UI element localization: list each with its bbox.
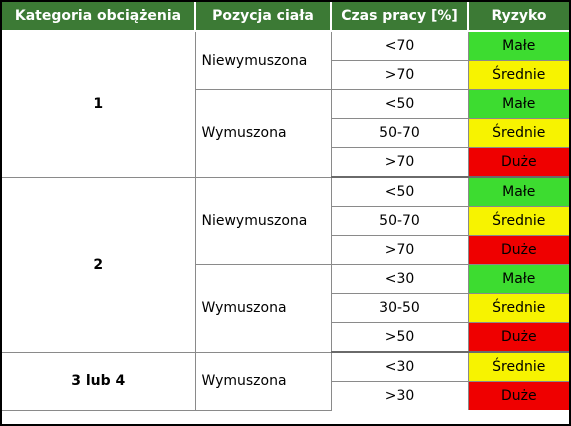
time-cell: 30-50: [330, 293, 469, 323]
risk-badge: Duże: [467, 322, 569, 353]
header-row: Kategoria obciążenia Pozycja ciała Czas …: [2, 2, 569, 32]
risk-badge: Średnie: [467, 351, 569, 382]
time-cell: <30: [330, 264, 469, 294]
position-cell: Wymuszona: [194, 351, 332, 411]
time-cell: >50: [330, 322, 469, 353]
risk-badge: Małe: [467, 264, 569, 294]
risk-badge: Średnie: [467, 293, 569, 323]
risk-badge: Średnie: [467, 60, 569, 90]
time-cell: <50: [330, 89, 469, 119]
table-row: 50-70 Średnie: [2, 118, 569, 148]
category-cell: 2: [2, 176, 196, 353]
table-row: >70 Duże: [2, 147, 569, 178]
time-cell: 50-70: [330, 118, 469, 148]
time-cell: <50: [330, 176, 469, 207]
risk-badge: Duże: [467, 381, 569, 410]
category-cell: 1: [2, 30, 196, 178]
time-cell: >70: [330, 60, 469, 90]
table-row: 30-50 Średnie: [2, 293, 569, 323]
risk-badge: Duże: [467, 147, 569, 178]
header-risk: Ryzyko: [468, 2, 569, 32]
position-cell: Wymuszona: [194, 89, 332, 178]
time-cell: >30: [330, 381, 469, 410]
position-cell: Wymuszona: [194, 264, 332, 353]
category-cell: 3 lub 4: [2, 351, 196, 411]
table-row: 1 Niewymuszona <70 Małe: [2, 30, 569, 178]
risk-table: Kategoria obciążenia Pozycja ciała Czas …: [2, 2, 569, 411]
time-cell: >70: [330, 147, 469, 178]
table-row: Wymuszona <50 Małe: [2, 89, 569, 178]
position-cell: Niewymuszona: [194, 30, 332, 90]
risk-badge: Średnie: [467, 206, 569, 236]
time-cell: 50-70: [330, 206, 469, 236]
risk-badge: Małe: [467, 176, 569, 207]
table-row: 3 lub 4 Wymuszona <30 Średnie: [2, 351, 569, 411]
time-cell: <30: [330, 351, 469, 382]
table-row: >30 Duże: [2, 381, 569, 410]
position-cell: Niewymuszona: [194, 176, 332, 265]
risk-badge: Małe: [467, 89, 569, 119]
table-row: 2 Niewymuszona <50 Małe: [2, 176, 569, 353]
risk-badge: Małe: [467, 30, 569, 61]
header-category: Kategoria obciążenia: [2, 2, 196, 32]
time-cell: <70: [330, 30, 469, 61]
risk-badge: Średnie: [467, 118, 569, 148]
table-row: >70 Duże: [2, 235, 569, 265]
header-body-position: Pozycja ciała: [195, 2, 332, 32]
table-row: >70 Średnie: [2, 60, 569, 90]
header-work-time: Czas pracy [%]: [331, 2, 469, 32]
time-cell: >70: [330, 235, 469, 265]
table-row: 50-70 Średnie: [2, 206, 569, 236]
table-row: >50 Duże: [2, 322, 569, 353]
risk-badge: Duże: [467, 235, 569, 265]
